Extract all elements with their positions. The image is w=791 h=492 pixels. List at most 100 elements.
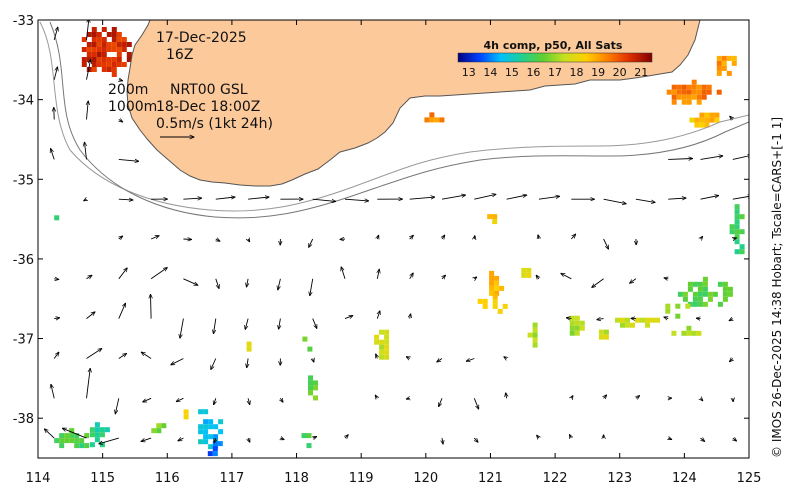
- sst-pixel: [699, 122, 705, 128]
- sst-pixel: [96, 47, 102, 52]
- sst-pixel: [620, 317, 625, 323]
- current-vector: [701, 438, 705, 441]
- sst-pixel: [96, 32, 102, 37]
- sst-pixel: [697, 286, 703, 292]
- sst-pixel: [598, 329, 604, 335]
- current-vector: [183, 239, 191, 240]
- sst-pixel: [106, 32, 112, 37]
- sst-pixel: [301, 433, 307, 439]
- sst-pixel: [91, 42, 97, 47]
- current-vector: [313, 359, 314, 363]
- sst-pixel: [676, 89, 682, 95]
- sst-pixel: [635, 317, 640, 323]
- sst-pixel: [54, 215, 60, 221]
- sst-pixel: [615, 317, 620, 323]
- colorbar-ramp: [457, 52, 653, 63]
- sst-pixel: [126, 42, 132, 47]
- current-vector: [566, 318, 572, 319]
- sst-pixel: [676, 94, 682, 100]
- current-vector: [376, 354, 378, 359]
- current-vector: [211, 358, 217, 370]
- sst-pixel: [106, 67, 112, 72]
- sst-pixel: [203, 419, 209, 425]
- sst-pixel: [86, 52, 92, 57]
- sst-pixel: [532, 332, 538, 338]
- sst-pixel: [96, 52, 102, 57]
- current-vector: [180, 318, 184, 339]
- sst-pixel: [716, 65, 722, 71]
- sst-pixel: [569, 315, 575, 321]
- current-vector: [536, 275, 539, 279]
- sst-pixel: [532, 322, 538, 328]
- sst-pixel: [731, 60, 737, 66]
- current-vector: [53, 27, 58, 41]
- sst-pixel: [69, 433, 75, 439]
- sst-pixel: [208, 424, 214, 430]
- current-vector: [245, 318, 249, 330]
- sst-pixel: [620, 322, 625, 328]
- sst-pixel: [655, 317, 660, 323]
- sst-pixel: [696, 330, 702, 336]
- sst-pixel: [526, 272, 532, 278]
- sst-pixel: [111, 42, 117, 47]
- sst-pixel: [625, 322, 630, 328]
- sst-pixel: [704, 112, 710, 118]
- current-vector: [216, 239, 220, 241]
- sst-pixel: [111, 57, 117, 62]
- sst-pixel: [208, 419, 214, 425]
- sst-pixel: [739, 214, 745, 220]
- sst-pixel: [156, 423, 162, 429]
- sst-pixel: [702, 286, 708, 292]
- current-vector: [344, 316, 353, 320]
- sst-pixel: [207, 451, 213, 457]
- sst-pixel: [714, 112, 720, 118]
- current-vector: [171, 358, 184, 365]
- sst-pixel: [527, 332, 533, 338]
- y-tick-label: -37: [13, 333, 34, 348]
- sst-pixel: [691, 79, 697, 85]
- sst-pixel: [499, 285, 505, 291]
- sst-pixel: [677, 291, 683, 297]
- sst-pixel: [697, 281, 703, 287]
- current-vector: [664, 317, 669, 319]
- current-vector: [474, 194, 496, 200]
- current-vector: [344, 199, 369, 201]
- sst-pixel: [671, 99, 677, 105]
- sst-pixel: [116, 47, 122, 52]
- current-vector: [506, 195, 527, 200]
- sst-pixel: [716, 70, 722, 76]
- current-vector: [570, 435, 572, 439]
- sst-pixel: [734, 239, 740, 245]
- sst-pixel: [494, 275, 500, 281]
- sst-pixel: [198, 429, 204, 435]
- current-vector: [118, 354, 127, 359]
- sst-pixel: [384, 339, 390, 345]
- sst-pixel: [699, 112, 705, 118]
- current-vector: [729, 319, 733, 321]
- sst-pixel: [126, 52, 132, 57]
- sst-pixel: [603, 334, 609, 340]
- current-vector: [118, 303, 126, 319]
- sst-pixel: [709, 112, 715, 118]
- current-vector: [733, 438, 737, 441]
- current-vector: [664, 278, 668, 279]
- current-vector: [410, 235, 414, 239]
- colorbar-tick-label: 21: [634, 66, 648, 79]
- sst-pixel: [89, 442, 95, 448]
- current-vector: [537, 435, 539, 438]
- sst-pixel: [208, 444, 214, 450]
- sst-pixel: [494, 290, 500, 296]
- current-vector: [215, 278, 219, 289]
- sst-pixel: [532, 337, 538, 343]
- sst-pixel: [439, 117, 445, 123]
- sst-pixel: [696, 99, 702, 105]
- sst-pixel: [686, 99, 692, 105]
- sst-pixel: [74, 438, 80, 444]
- latitude-axis: -33 -34 -35 -36 -37 -38: [13, 14, 749, 427]
- sst-pixel: [307, 346, 313, 352]
- sst-pixel: [198, 409, 204, 415]
- sst-pixel: [697, 296, 703, 302]
- sst-pixel: [74, 433, 80, 439]
- sst-pixel: [686, 330, 692, 336]
- current-arrows: [44, 20, 749, 445]
